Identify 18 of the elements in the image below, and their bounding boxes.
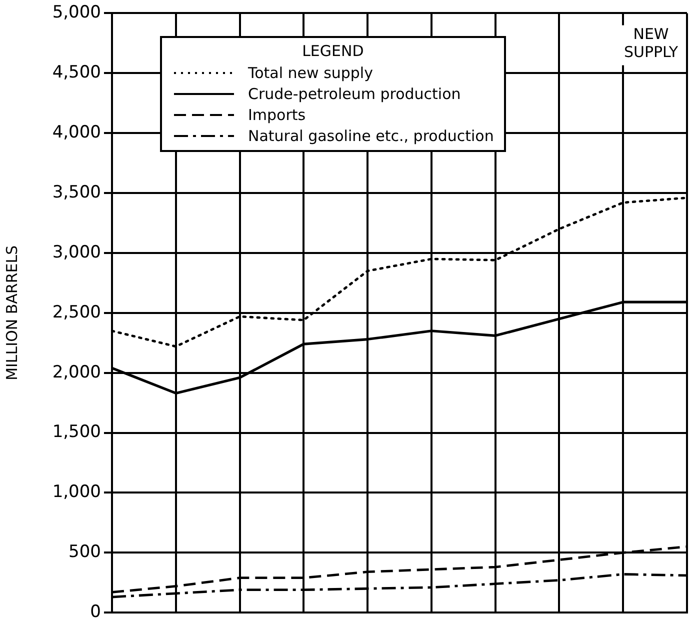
y-tick-label: 5,000	[52, 2, 101, 23]
y-tick-label: 4,500	[52, 62, 101, 83]
annotation: NEW SUPPLY	[624, 25, 679, 62]
y-tick-label: 2,500	[52, 302, 101, 322]
legend-label: Total new supply	[248, 64, 373, 82]
y-tick-label: 1,000	[52, 482, 101, 502]
y-axis-title: MILLION BARRELS	[2, 245, 21, 380]
y-tick-label: 500	[68, 542, 101, 562]
legend-title: LEGEND	[301, 42, 365, 60]
y-tick-label: 0	[90, 602, 101, 622]
legend-label: Crude-petroleum production	[248, 84, 461, 102]
y-tick-label: 4,000	[52, 122, 101, 142]
legend-label: Natural gasoline etc., production	[248, 126, 494, 144]
y-tick-label: 1,500	[52, 422, 101, 442]
y-tick-label: 3,500	[52, 182, 101, 202]
y-tick-label: 3,000	[52, 242, 101, 262]
y-tick-label: 2,000	[52, 362, 101, 382]
legend-label: Imports	[248, 106, 306, 124]
